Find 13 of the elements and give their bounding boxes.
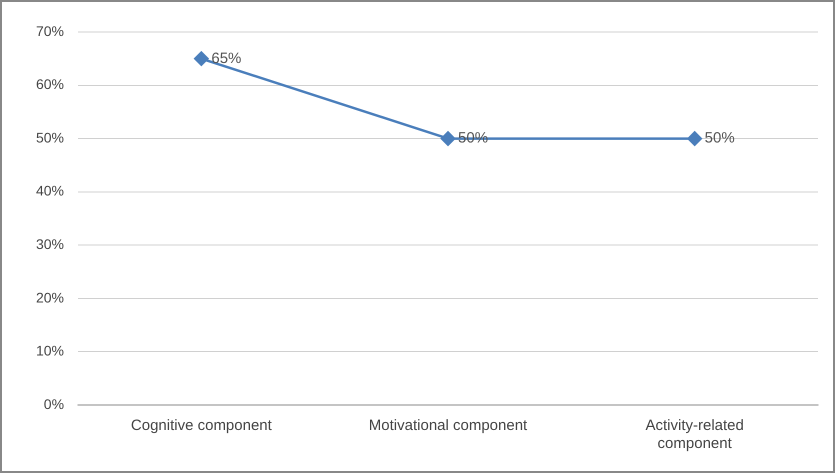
y-tick-label: 40% (36, 182, 64, 199)
x-tick-label: Cognitive component (130, 417, 273, 434)
y-tick-label: 60% (36, 76, 64, 92)
y-tick-label: 10% (36, 342, 64, 359)
data-label: 50% (704, 130, 735, 147)
x-tick-label: Motivational component (368, 417, 528, 434)
y-tick-label: 20% (36, 289, 64, 306)
data-label: 65% (211, 50, 242, 67)
y-tick-label: 0% (44, 396, 64, 412)
x-tick-label: Activity-related component (645, 417, 744, 452)
y-tick-label: 70% (36, 22, 64, 39)
y-tick-label: 50% (36, 129, 64, 146)
y-tick-label: 30% (36, 236, 64, 252)
